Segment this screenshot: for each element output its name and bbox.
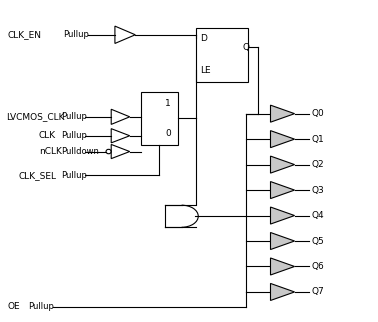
- Text: 1: 1: [165, 99, 171, 108]
- Text: LVCMOS_CLK: LVCMOS_CLK: [6, 112, 64, 121]
- Text: LE: LE: [200, 66, 211, 75]
- Polygon shape: [271, 131, 294, 148]
- Text: Q4: Q4: [311, 211, 324, 220]
- Text: Q: Q: [243, 43, 250, 52]
- Text: Q5: Q5: [311, 237, 324, 245]
- Text: D: D: [200, 33, 207, 43]
- Text: nCLK: nCLK: [39, 147, 62, 156]
- Text: OE: OE: [8, 302, 20, 311]
- Polygon shape: [271, 156, 294, 173]
- Text: Pullup: Pullup: [61, 131, 87, 140]
- Text: Q0: Q0: [311, 109, 324, 118]
- Text: CLK: CLK: [39, 131, 56, 140]
- Polygon shape: [271, 105, 294, 122]
- Polygon shape: [271, 182, 294, 199]
- Text: Pullup: Pullup: [61, 171, 87, 180]
- Bar: [197, 28, 248, 82]
- Polygon shape: [271, 258, 294, 275]
- Text: CLK_EN: CLK_EN: [8, 30, 42, 39]
- Text: Q3: Q3: [311, 185, 324, 194]
- Text: CLK_SEL: CLK_SEL: [19, 171, 57, 180]
- Text: Q2: Q2: [311, 160, 324, 169]
- Text: Q7: Q7: [311, 288, 324, 297]
- Text: Pulldown: Pulldown: [61, 147, 99, 156]
- Polygon shape: [271, 283, 294, 300]
- Bar: [141, 91, 178, 145]
- Text: Pullup: Pullup: [61, 112, 87, 121]
- Text: 0: 0: [165, 129, 171, 138]
- Text: Q6: Q6: [311, 262, 324, 271]
- Polygon shape: [271, 207, 294, 224]
- Polygon shape: [271, 232, 294, 250]
- Text: Pullup: Pullup: [28, 302, 54, 311]
- Text: Q1: Q1: [311, 135, 324, 144]
- Text: Pullup: Pullup: [63, 30, 89, 39]
